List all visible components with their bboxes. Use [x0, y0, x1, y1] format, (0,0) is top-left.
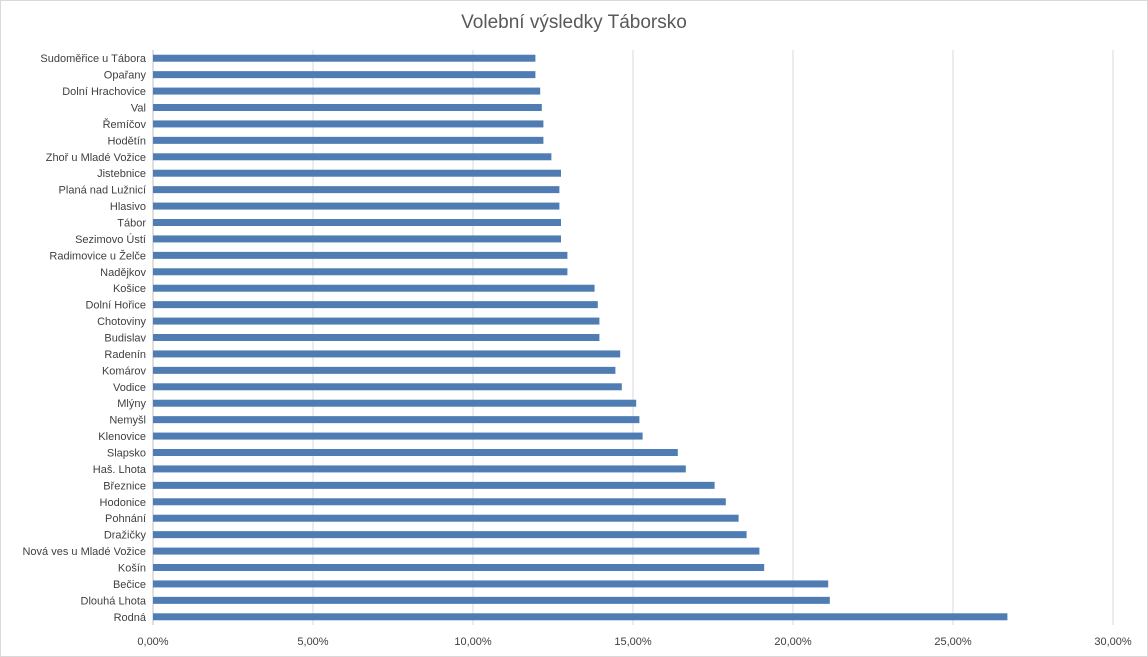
- category-label: Košice: [113, 283, 146, 295]
- category-label: Chotoviny: [97, 316, 146, 328]
- bar: [153, 498, 726, 506]
- bar: [153, 104, 542, 111]
- bar: [153, 251, 568, 259]
- bar: [153, 284, 595, 292]
- bar: [153, 399, 637, 407]
- bar: [153, 334, 600, 341]
- bar: [153, 87, 541, 95]
- bar: [153, 136, 544, 144]
- x-tick-label: 30,00%: [1094, 636, 1132, 648]
- category-label: Radimovice u Želče: [49, 249, 146, 262]
- bar: [153, 317, 600, 325]
- category-label: Nadějkov: [100, 267, 146, 279]
- category-label: Pohnání: [105, 513, 146, 525]
- bar: [153, 465, 686, 473]
- bar: [153, 481, 715, 489]
- bar: [153, 416, 640, 424]
- x-tick-label: 15,00%: [614, 636, 652, 648]
- category-label: Sezimovo Ústí: [75, 233, 146, 246]
- category-label: Slapsko: [107, 448, 146, 460]
- category-label: Opařany: [104, 70, 147, 82]
- category-label: Nemyšl: [109, 415, 146, 427]
- category-label: Tábor: [117, 218, 146, 230]
- category-label: Dlouhá Lhota: [81, 595, 147, 607]
- x-tick-label: 10,00%: [454, 636, 492, 648]
- chart-title: Volební výsledky Táborsko: [461, 12, 687, 33]
- bar: [153, 202, 560, 210]
- bar: [153, 268, 568, 276]
- bar: [153, 547, 760, 555]
- bar: [153, 383, 622, 391]
- x-tick-label: 20,00%: [774, 636, 812, 648]
- category-label: Dolní Hrachovice: [62, 86, 146, 98]
- category-label: Košín: [118, 563, 146, 575]
- bar: [153, 350, 621, 358]
- category-label: Nová ves u Mladé Vožice: [22, 546, 146, 558]
- category-label: Budislav: [104, 333, 146, 345]
- bar: [153, 301, 598, 309]
- category-label: Vodice: [113, 382, 146, 394]
- category-label: Komárov: [102, 365, 147, 377]
- x-tick-label: 25,00%: [934, 636, 972, 648]
- bar: [153, 432, 643, 440]
- bar: [153, 169, 561, 177]
- category-label: Jistebnice: [97, 168, 146, 180]
- bar: [153, 366, 616, 374]
- category-label: Řemíčov: [103, 118, 147, 131]
- bar: [153, 235, 561, 243]
- category-label: Rodná: [114, 612, 147, 624]
- category-label: Haš. Lhota: [93, 464, 147, 476]
- bar: [153, 219, 561, 226]
- bar: [153, 596, 830, 604]
- category-label: Březnice: [103, 480, 146, 492]
- category-label: Dolní Hořice: [85, 300, 146, 312]
- bar: [153, 580, 829, 588]
- bar: [153, 514, 739, 522]
- bar: [153, 120, 544, 128]
- bar: [153, 153, 552, 161]
- category-label: Mlýny: [117, 398, 146, 410]
- x-tick-label: 5,00%: [297, 636, 328, 648]
- category-label: Dražičky: [104, 530, 147, 542]
- bar: [153, 449, 678, 456]
- category-label: Hodonice: [100, 497, 146, 509]
- category-label: Sudoměřice u Tábora: [40, 53, 146, 65]
- category-label: Radenín: [104, 349, 146, 361]
- category-label: Zhoř u Mladé Vožice: [46, 152, 146, 164]
- bar: [153, 531, 747, 539]
- bar: [153, 71, 536, 79]
- bar: [153, 186, 560, 194]
- category-label: Klenovice: [98, 431, 146, 443]
- bar: [153, 54, 536, 62]
- x-tick-label: 0,00%: [137, 636, 168, 648]
- category-label: Bečice: [113, 579, 146, 591]
- category-label: Val: [131, 103, 146, 115]
- bar: [153, 564, 765, 571]
- bar: [153, 613, 1008, 621]
- category-label: Hlasivo: [110, 201, 146, 213]
- category-label: Hodětín: [107, 135, 146, 147]
- category-label: Planá nad Lužnicí: [59, 185, 146, 197]
